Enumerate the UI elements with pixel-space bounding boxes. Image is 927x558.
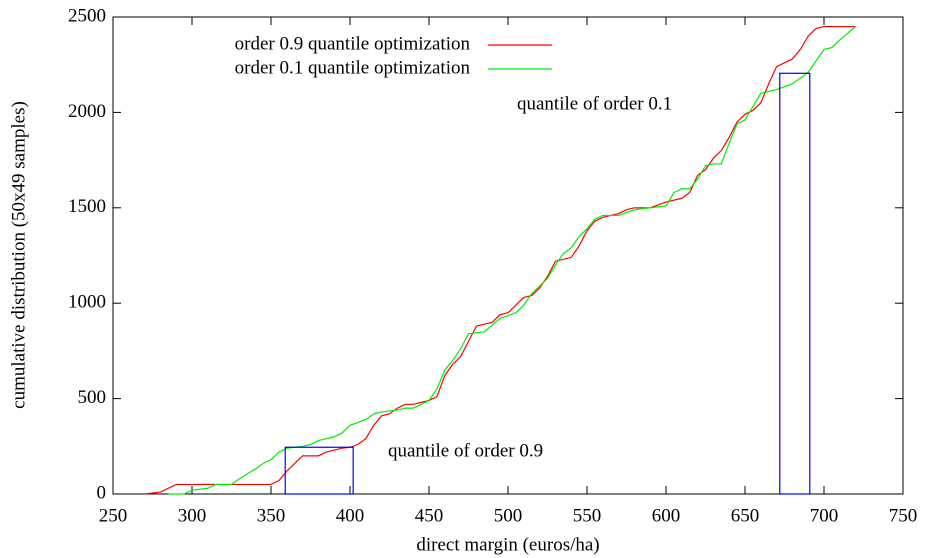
legend-label: order 0.9 quantile optimization [235, 33, 471, 54]
y-tick-label: 2000 [68, 101, 106, 122]
x-tick-label: 750 [889, 505, 918, 526]
y-tick-label: 1000 [68, 292, 106, 313]
x-tick-label: 550 [573, 505, 602, 526]
x-tick-label: 250 [99, 505, 128, 526]
x-tick-label: 450 [415, 505, 444, 526]
plot-frame [112, 16, 904, 495]
y-tick-label: 500 [78, 387, 107, 408]
x-tick-label: 600 [652, 505, 681, 526]
annotation: quantile of order 0.1 [517, 93, 672, 114]
x-tick-label: 300 [178, 505, 207, 526]
quantile-box [284, 446, 354, 495]
y-tick-label: 2500 [68, 5, 106, 26]
y-tick-label: 1500 [68, 196, 106, 217]
annotation: quantile of order 0.9 [388, 440, 543, 461]
x-tick-label: 400 [336, 505, 365, 526]
y-tick-label: 0 [97, 482, 107, 503]
y-axis-label: cumulative distribution (50x49 samples) [8, 101, 29, 409]
x-tick-label: 350 [257, 505, 286, 526]
x-axis-label: direct margin (euros/ha) [416, 534, 599, 555]
quantile-box [779, 72, 811, 495]
series-line [144, 25, 856, 495]
x-tick-label: 500 [494, 505, 523, 526]
series-line [168, 26, 856, 495]
x-tick-label: 650 [731, 505, 760, 526]
legend-label: order 0.1 quantile optimization [235, 57, 471, 78]
x-tick-label: 700 [810, 505, 839, 526]
